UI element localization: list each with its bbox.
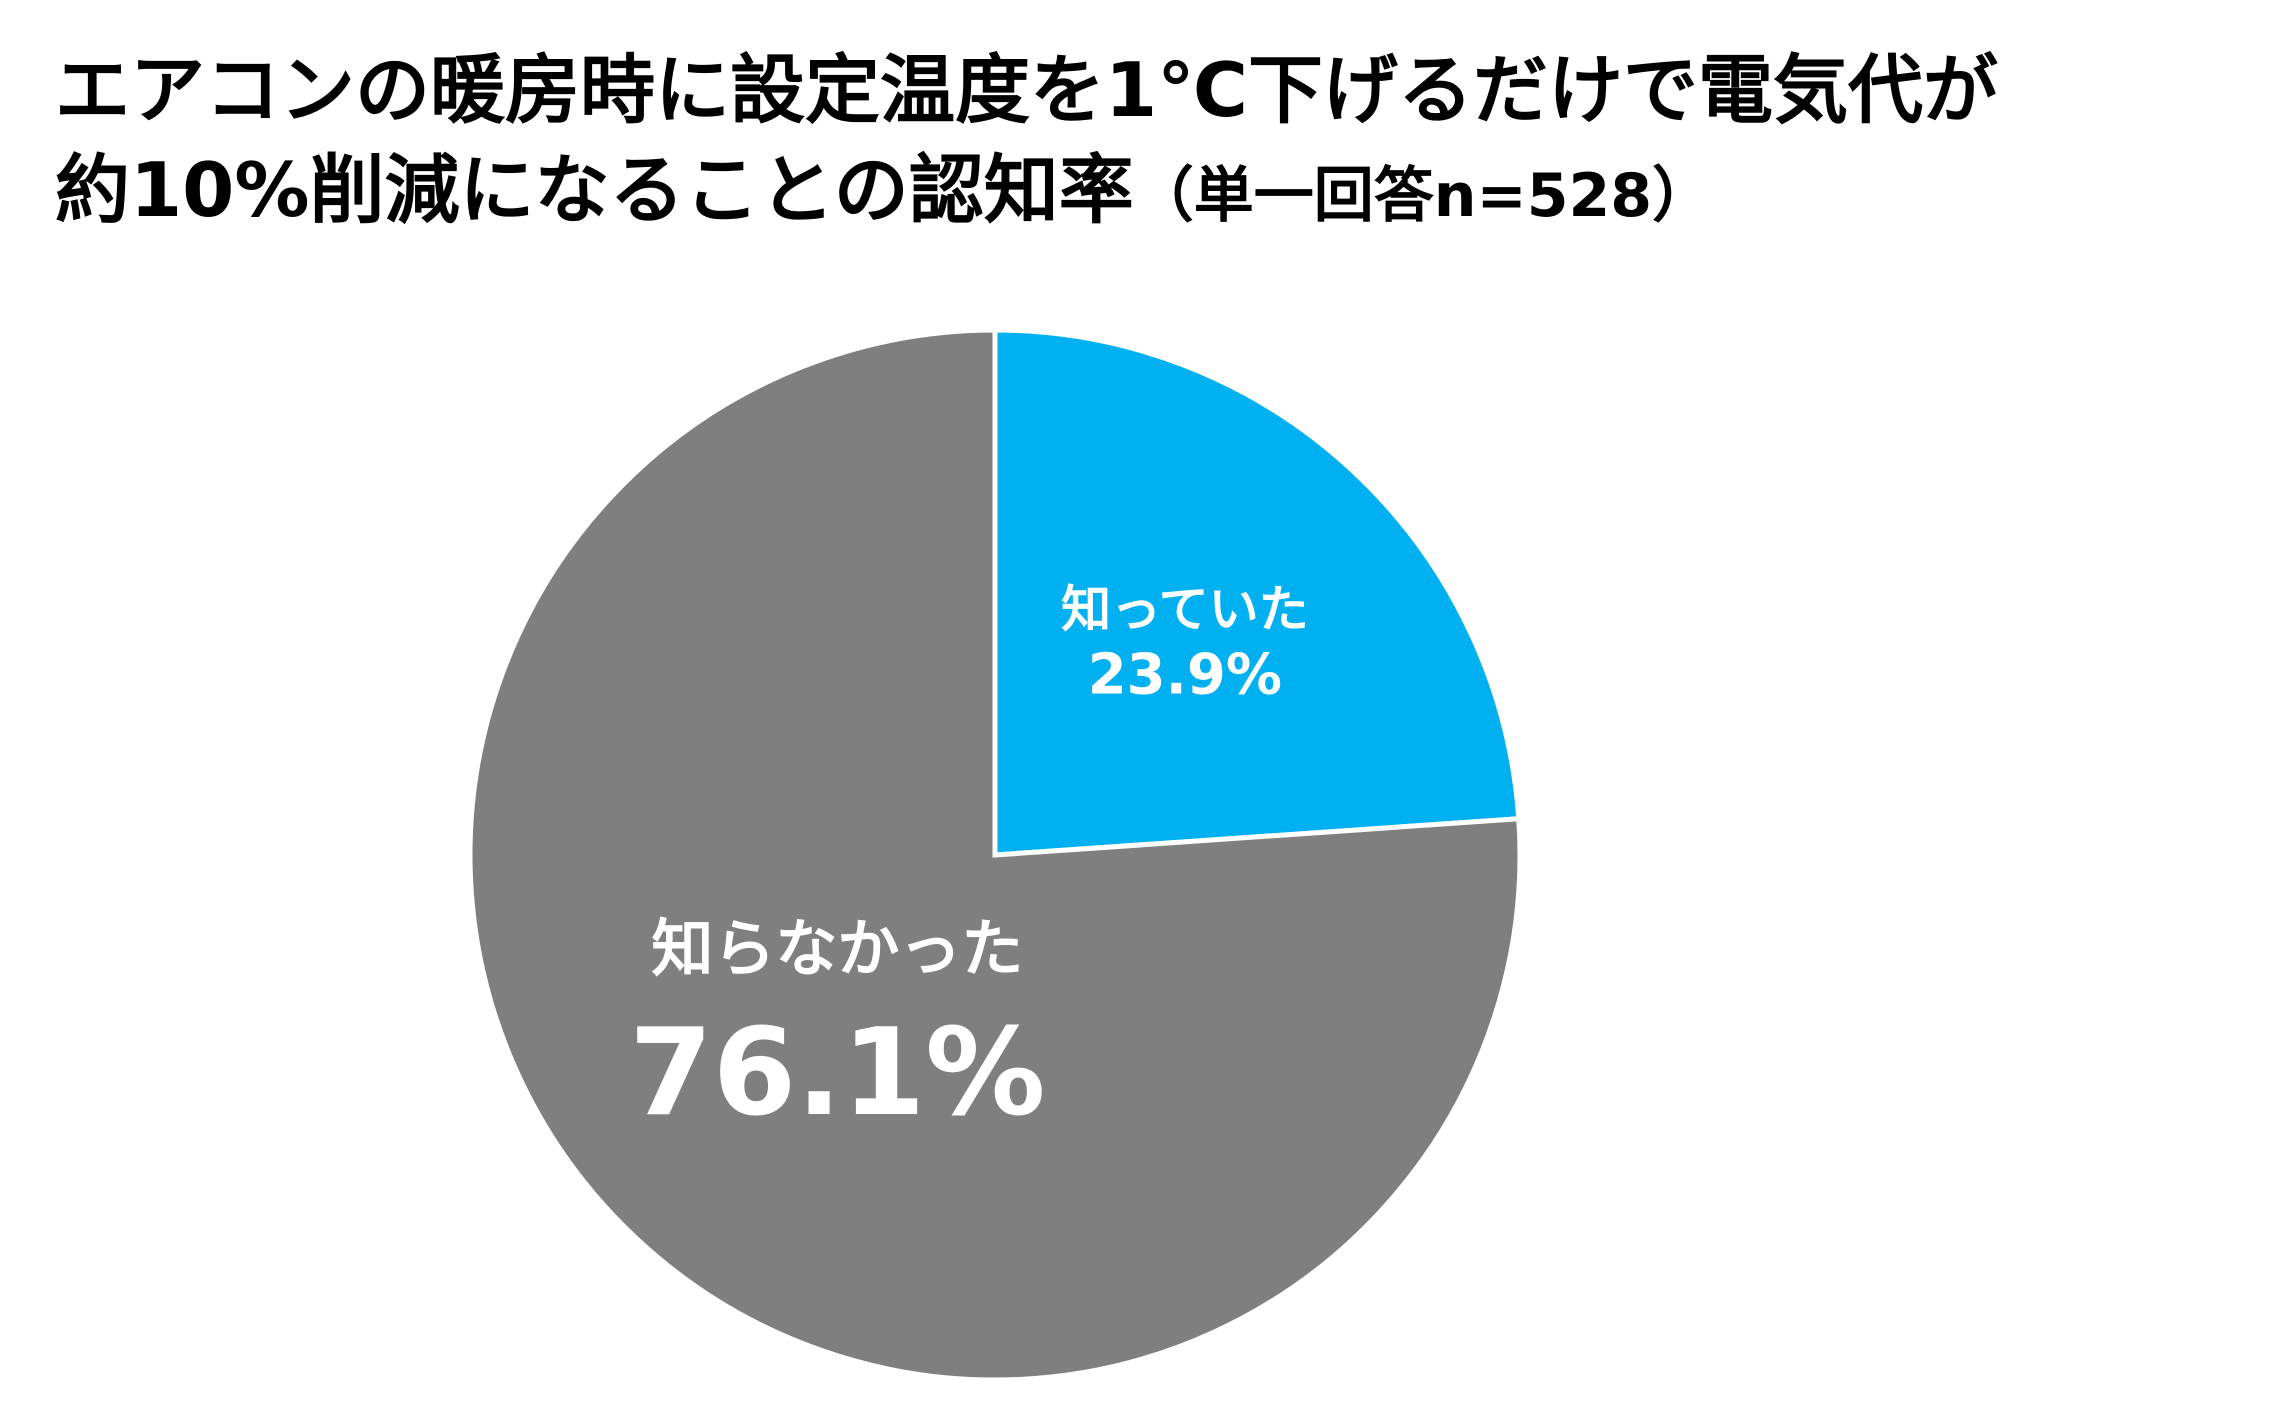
pie-slice-known	[992, 327, 1522, 858]
pie-slice-unknown	[467, 327, 1523, 1383]
chart-subtitle: （単一回答n=528）	[1133, 161, 1713, 231]
slice-value-unknown: 76.1%	[629, 1004, 1045, 1143]
chart-title-line-2-main: 約10%削減になることの認知率	[55, 146, 1134, 234]
slice-label-known: 知っていた	[1061, 580, 1309, 638]
slice-value-known: 23.9%	[1088, 643, 1282, 708]
chart-title-line-1: エアコンの暖房時に設定温度を1℃下げるだけで電気代が	[55, 46, 1999, 134]
slice-label-unknown: 知らなかった	[651, 912, 1023, 985]
chart-title-line-2: 約10%削減になることの認知率（単一回答n=528）	[55, 140, 2255, 246]
chart-title: エアコンの暖房時に設定温度を1℃下げるだけで電気代が 約10%削減になることの認…	[55, 40, 2255, 246]
